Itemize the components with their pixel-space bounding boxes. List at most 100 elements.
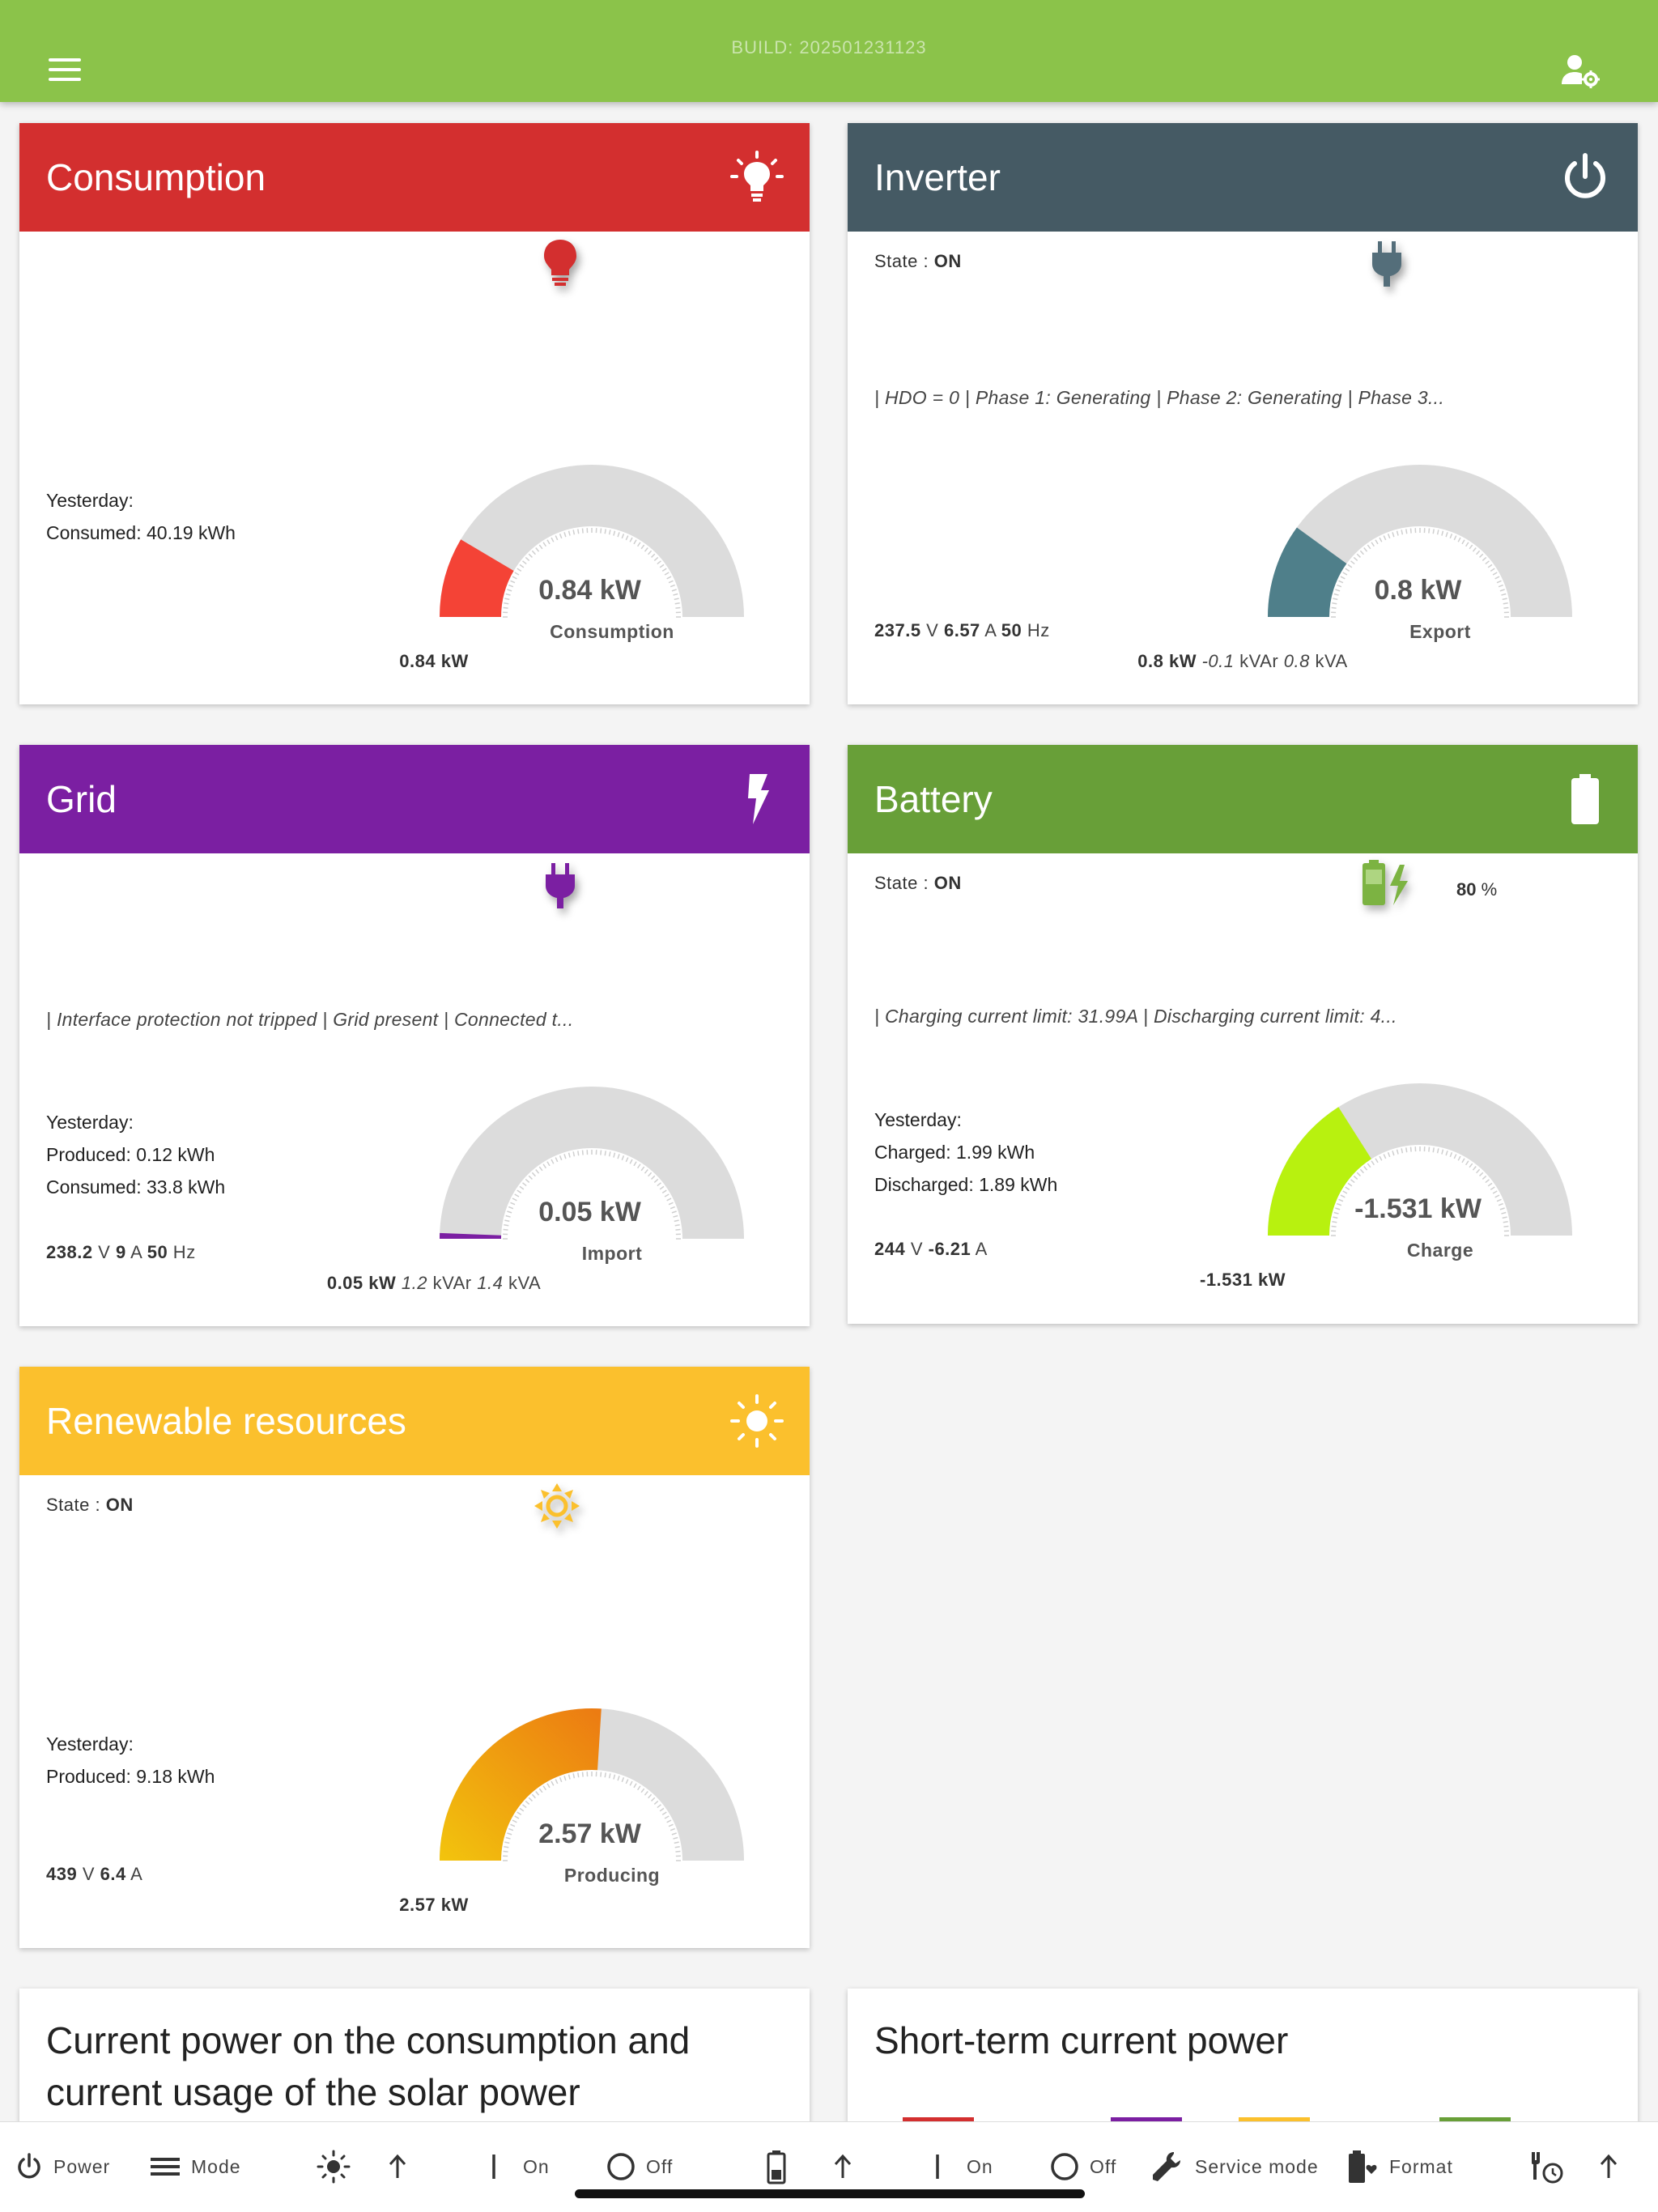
gauge-label: Producing bbox=[563, 1865, 661, 1886]
consumption-card[interactable]: Consumption Yesterday: Consumed: 40.19 k… bbox=[19, 123, 810, 704]
power-label: Power bbox=[53, 2155, 111, 2177]
on-label: On bbox=[523, 2155, 550, 2177]
scroll-top-arrow[interactable] bbox=[1596, 2146, 1630, 2187]
battery-toggle[interactable] bbox=[764, 2146, 798, 2187]
gauge-ticks bbox=[1331, 528, 1509, 618]
battery-electrical: 244 V -6.21 A bbox=[874, 1239, 988, 1260]
off-label: Off bbox=[646, 2155, 674, 2177]
renewable-power: 2.57 kW bbox=[29, 1895, 839, 1916]
tools-clock-icon bbox=[1532, 2152, 1563, 2184]
service-mode-button[interactable]: Service mode bbox=[1150, 2146, 1319, 2187]
power-icon bbox=[18, 2153, 40, 2179]
consumption-power: 0.84 kW bbox=[29, 651, 839, 672]
user-settings-icon[interactable] bbox=[1561, 53, 1600, 89]
power-value: 0.05 kW bbox=[326, 1273, 397, 1293]
format-button[interactable]: Format bbox=[1347, 2146, 1453, 2187]
grid-status: | Interface protection not tripped | Gri… bbox=[46, 1009, 574, 1030]
battery-status: | Charging current limit: 31.99A | Disch… bbox=[874, 1006, 1397, 1027]
gauge-value: 0.84 kW bbox=[538, 575, 641, 606]
state-value: ON bbox=[933, 251, 962, 271]
current-unit: A bbox=[971, 1239, 988, 1259]
voltage-value: 238.2 bbox=[46, 1242, 93, 1262]
on-icon bbox=[936, 2155, 939, 2179]
inverter-state: State : ON bbox=[874, 251, 962, 272]
battery-state: State : ON bbox=[874, 873, 962, 894]
inverter-header: Inverter bbox=[848, 123, 1638, 232]
produced-value: Produced: 0.12 kWh bbox=[46, 1144, 215, 1165]
legend-consumption bbox=[903, 2117, 974, 2122]
arrow-up-icon bbox=[834, 2154, 852, 2178]
battery-soc: 80 % bbox=[1456, 879, 1497, 900]
power-value: 0.8 kW bbox=[1137, 651, 1197, 671]
renewable-yesterday: Yesterday: Produced: 9.18 kWh bbox=[46, 1728, 215, 1793]
on-button-1[interactable]: On bbox=[486, 2146, 550, 2187]
off-icon bbox=[1051, 2153, 1078, 2180]
battery-charging-icon bbox=[1358, 857, 1422, 913]
voltage-value: 439 bbox=[46, 1864, 78, 1884]
mode-button[interactable]: Mode bbox=[149, 2146, 241, 2187]
inverter-card[interactable]: Inverter State : ON | HDO = 0 | Phase 1:… bbox=[848, 123, 1638, 704]
state-label: State : bbox=[874, 251, 934, 271]
apparent-value: 1.4 bbox=[477, 1273, 504, 1293]
gauge-fill bbox=[1268, 1107, 1371, 1236]
service-mode-label: Service mode bbox=[1195, 2155, 1319, 2177]
yesterday-label: Yesterday: bbox=[874, 1109, 962, 1130]
reactive-value: -0.1 bbox=[1196, 651, 1235, 671]
current-value: -6.21 bbox=[928, 1239, 971, 1259]
renewable-card[interactable]: Renewable resources State : ON bbox=[19, 1367, 810, 1948]
sun-toggle[interactable] bbox=[316, 2146, 361, 2187]
scheduled-service-button[interactable] bbox=[1527, 2146, 1574, 2187]
gauge-ticks bbox=[503, 528, 681, 618]
battery-card[interactable]: Battery State : ON 80 % | Charging curre… bbox=[848, 745, 1638, 1324]
top-app-bar: BUILD: 202501231123 bbox=[0, 0, 1658, 102]
menu-icon[interactable] bbox=[49, 58, 81, 81]
gauge-fill bbox=[440, 539, 514, 617]
on-button-2[interactable]: On bbox=[929, 2146, 993, 2187]
consumed-value: Consumed: 40.19 kWh bbox=[46, 522, 236, 543]
current-value: 9 bbox=[115, 1242, 126, 1262]
current-unit: A bbox=[980, 620, 1001, 640]
build-label: BUILD: 202501231123 bbox=[731, 37, 927, 57]
consumption-yesterday: Yesterday: Consumed: 40.19 kWh bbox=[46, 484, 236, 549]
on-label: On bbox=[967, 2155, 993, 2177]
battery-up-arrow[interactable] bbox=[831, 2146, 865, 2187]
off-button-2[interactable]: Off bbox=[1049, 2146, 1116, 2187]
consumption-header: Consumption bbox=[19, 123, 810, 232]
freq-value: 50 bbox=[147, 1242, 168, 1262]
inverter-power: 0.8 kW -0.1 kVAr 0.8 kVA bbox=[838, 651, 1647, 672]
apparent-unit: kVA bbox=[503, 1273, 542, 1293]
gauge-label: Export bbox=[1409, 621, 1471, 642]
grid-header: Grid bbox=[19, 745, 810, 853]
grid-card[interactable]: Grid | Interface protection not tripped … bbox=[19, 745, 810, 1326]
yesterday-label: Yesterday: bbox=[46, 1733, 134, 1755]
voltage-unit: V bbox=[92, 1242, 116, 1262]
reactive-unit: kVAr bbox=[427, 1273, 478, 1293]
battery-icon bbox=[767, 2150, 786, 2184]
sun-up-arrow[interactable] bbox=[385, 2146, 419, 2187]
voltage-value: 237.5 bbox=[874, 620, 921, 640]
freq-value: 50 bbox=[1001, 620, 1022, 640]
gauge-fill bbox=[440, 1232, 502, 1239]
wrench-icon bbox=[1153, 2152, 1180, 2181]
gauge-track bbox=[1268, 465, 1572, 617]
power-value: 2.57 kW bbox=[399, 1895, 469, 1915]
arrow-up-icon bbox=[389, 2154, 406, 2178]
grid-yesterday: Yesterday: Produced: 0.12 kWh Consumed: … bbox=[46, 1106, 225, 1203]
gauge-label: Consumption bbox=[550, 621, 674, 642]
gauge-ticks bbox=[503, 1772, 681, 1861]
renewable-state: State : ON bbox=[46, 1495, 134, 1516]
off-button-1[interactable]: Off bbox=[606, 2146, 673, 2187]
grid-gauge: 0.05 kW Import bbox=[434, 1077, 758, 1271]
inverter-status: | HDO = 0 | Phase 1: Generating | Phase … bbox=[874, 387, 1445, 408]
renewable-electrical: 439 V 6.4 A bbox=[46, 1864, 142, 1885]
gauge-ticks bbox=[503, 1150, 681, 1240]
legend-battery bbox=[1439, 2117, 1511, 2122]
gauge-value: 0.05 kW bbox=[538, 1197, 641, 1227]
soc-unit: % bbox=[1476, 879, 1498, 900]
power-button[interactable]: Power bbox=[15, 2146, 110, 2187]
power-value: -1.531 kW bbox=[1200, 1270, 1286, 1290]
apparent-value: 0.8 bbox=[1283, 651, 1310, 671]
freq-unit: Hz bbox=[168, 1242, 196, 1262]
yesterday-label: Yesterday: bbox=[46, 490, 134, 511]
off-icon bbox=[607, 2153, 635, 2180]
